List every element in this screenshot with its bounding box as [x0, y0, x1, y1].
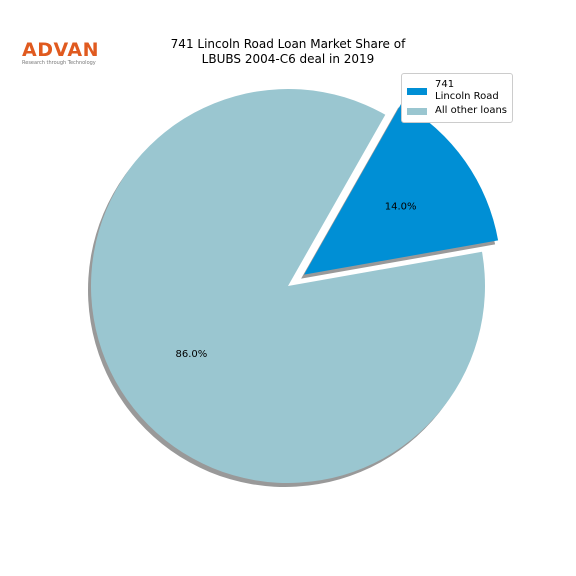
legend-entry: All other loans: [407, 105, 507, 117]
logo: ADVAN Research through Technology: [22, 40, 99, 66]
legend-label: All other loans: [435, 105, 507, 116]
logo-text: ADVAN: [22, 39, 99, 61]
pie-slice: [91, 89, 485, 483]
legend-label: 741 Lincoln Road: [435, 79, 499, 102]
legend-entry: 741 Lincoln Road: [407, 79, 507, 103]
value-label: 14.0%: [385, 202, 417, 213]
logo-tagline: Research through Technology: [22, 60, 96, 66]
chart-title: 741 Lincoln Road Loan Market Share of LB…: [170, 37, 406, 66]
legend: 741 Lincoln Road All other loans: [401, 73, 513, 123]
value-label: 86.0%: [176, 349, 208, 360]
pie-slice: [304, 103, 499, 275]
legend-swatch: [407, 107, 428, 115]
legend-swatch: [407, 87, 428, 95]
